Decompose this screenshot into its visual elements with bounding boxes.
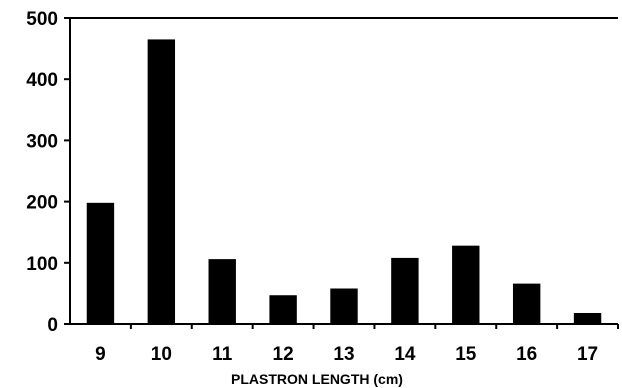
y-tick-label: 400 xyxy=(26,70,58,91)
x-axis-ticks: 9 10 11 12 13 14 15 16 17 xyxy=(95,324,619,365)
y-tick-label: 100 xyxy=(26,254,58,275)
y-tick-label: 0 xyxy=(47,315,58,336)
y-tick-label: 200 xyxy=(26,193,58,214)
x-tick-label: 9 xyxy=(95,344,106,365)
bar-11 xyxy=(208,259,236,324)
x-tick-label: 17 xyxy=(577,344,598,365)
x-tick-label: 15 xyxy=(455,344,477,365)
y-tick-label: 300 xyxy=(26,131,58,152)
bar-15 xyxy=(452,245,480,324)
bar-13 xyxy=(330,288,358,324)
bar-9 xyxy=(86,202,115,324)
x-tick-label: 13 xyxy=(333,344,354,365)
y-tick-label: 500 xyxy=(26,9,58,30)
y-axis-ticks: 0 100 200 300 400 500 xyxy=(26,9,70,336)
x-tick-label: 11 xyxy=(212,344,233,365)
x-tick-label: 10 xyxy=(151,344,172,365)
bar-14 xyxy=(391,257,419,324)
x-tick-label: 16 xyxy=(516,344,537,365)
x-tick-label: 12 xyxy=(273,344,294,365)
bar-10 xyxy=(147,39,176,325)
bar-16 xyxy=(512,283,541,324)
bar-17 xyxy=(573,312,602,324)
x-tick-label: 14 xyxy=(394,344,416,365)
bar-12 xyxy=(269,295,297,324)
x-axis-title: PLASTRON LENGTH (cm) xyxy=(231,371,403,387)
bars-group xyxy=(86,39,602,325)
